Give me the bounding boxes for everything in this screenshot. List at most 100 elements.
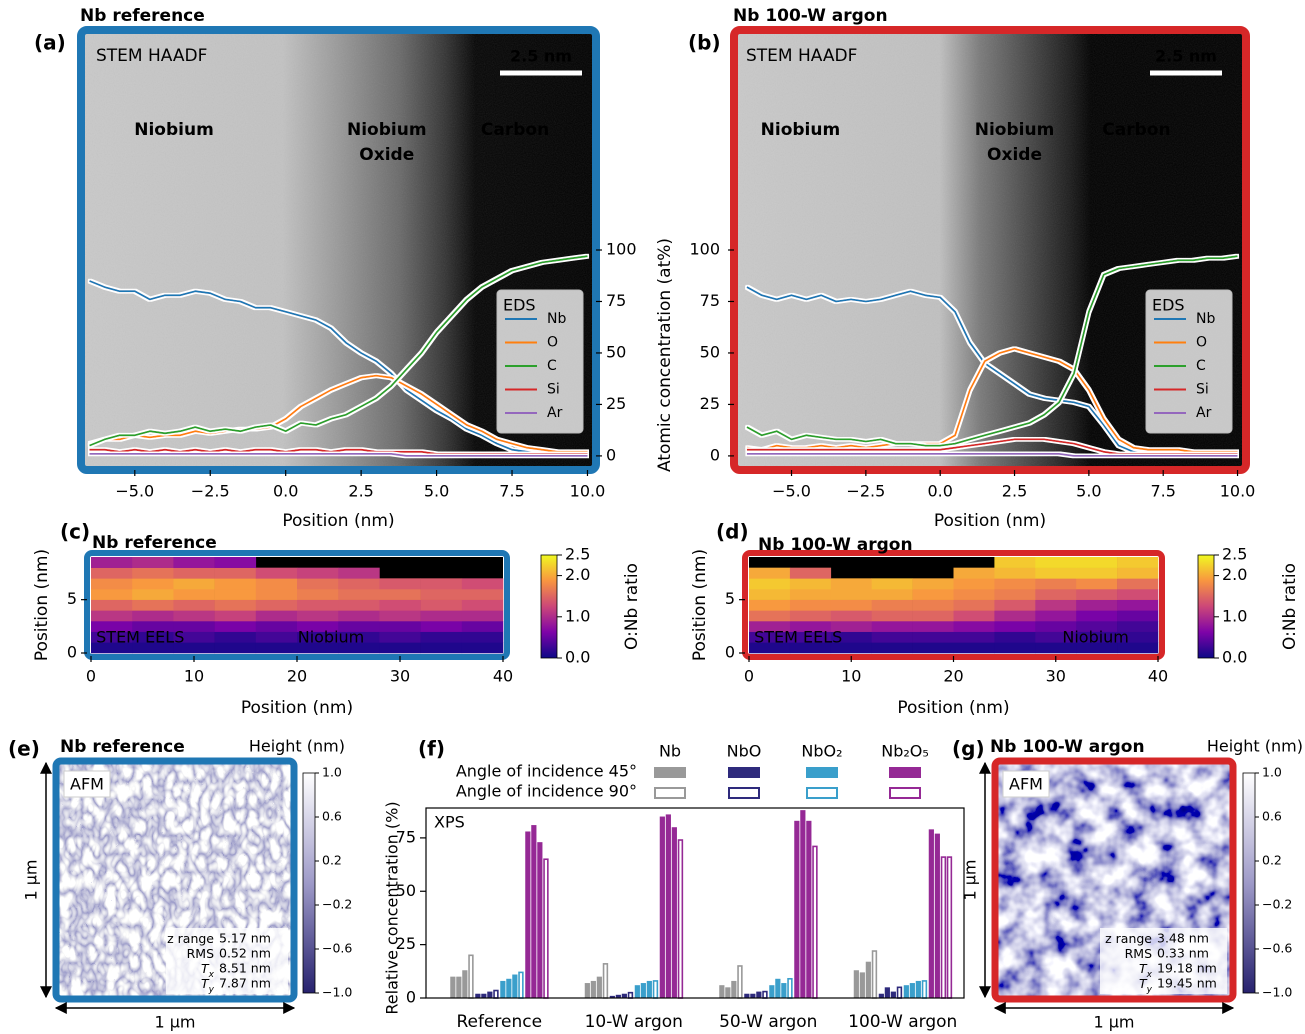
image-label: STEM HAADF (96, 46, 207, 66)
panel-label: (c) (60, 520, 90, 544)
x-axis-label: Position (nm) (934, 511, 1046, 531)
heatmap-cell (1035, 610, 1077, 622)
heatmap-cell (1035, 642, 1077, 654)
x-tick-label: 0 (86, 667, 96, 686)
heatmap-cell (214, 578, 257, 590)
x-tick-label: −2.5 (191, 482, 230, 501)
legend-box (496, 289, 584, 434)
afm-label: AFM (70, 775, 104, 794)
y-tick-label: 25 (396, 934, 416, 953)
map-label: Niobium (1062, 628, 1129, 647)
heatmap-cell (1035, 599, 1077, 611)
heatmap-cell (871, 642, 913, 654)
heatmap-cell (255, 578, 298, 590)
colorbar-label: O:Nb ratio (622, 563, 642, 650)
scale-bar-label: 2.5 nm (510, 47, 572, 66)
panel-label: (f) (418, 737, 445, 761)
heatmap-cell (789, 621, 832, 632)
bar-45 (859, 972, 865, 998)
colorbar-tick-label: −0.6 (322, 941, 352, 956)
heatmap-cell (461, 631, 504, 643)
legend-label: NbO (727, 742, 762, 761)
heatmap-cell (749, 642, 791, 654)
legend-swatch (806, 767, 838, 778)
legend-label: Ar (547, 405, 563, 421)
region-label: Niobium (761, 120, 841, 140)
heatmap-cell (830, 578, 872, 590)
heatmap-cell (214, 631, 257, 643)
bar-45 (878, 993, 884, 998)
heatmap-cell (173, 642, 215, 654)
x-tick-label: 10.0 (570, 482, 606, 501)
legend-swatch (806, 787, 838, 799)
heatmap-cell (91, 631, 133, 643)
legend-title: EDS (1152, 296, 1185, 315)
colorbar-tick-label: 1.0 (1262, 765, 1282, 780)
colorbar-tick-label: 2.0 (565, 565, 590, 584)
bar-45 (775, 978, 781, 998)
heatmap-cell (789, 599, 832, 611)
heatmap-cell (1076, 631, 1118, 643)
data-line (89, 453, 588, 457)
stat-value: 5.17 nm (219, 931, 271, 946)
heatmap-cell (173, 557, 215, 568)
scale-label: 1 µm (1093, 1013, 1134, 1032)
x-tick-label: 30 (1046, 667, 1066, 686)
scale-label: 1 µm (154, 1013, 195, 1032)
bar-90 (946, 856, 953, 999)
heatmap-cell (749, 610, 791, 622)
heatmap-cell (1117, 557, 1159, 568)
colorbar-tick-label: −0.2 (1262, 897, 1292, 912)
bar-90 (896, 986, 903, 999)
bar-90 (652, 980, 659, 999)
chart-annotation: XPS (434, 813, 465, 832)
y-tick-label: 25 (606, 394, 626, 413)
heatmap-cell (420, 642, 463, 654)
heatmap-cell (214, 567, 257, 579)
heatmap-cell (749, 599, 791, 611)
bar-45 (659, 816, 665, 998)
legend-label: O (1196, 335, 1207, 351)
data-line (89, 448, 588, 455)
x-tick-label: 5.0 (424, 482, 449, 501)
bar-45 (865, 961, 871, 998)
bar-45 (621, 993, 627, 998)
heatmap-cell (379, 642, 421, 654)
y-tick-label: 0 (710, 445, 720, 464)
bar-45 (928, 829, 934, 998)
panel-frame (991, 757, 1237, 1003)
heatmap-cell (338, 631, 380, 643)
heatmap-cell (1117, 578, 1159, 590)
bar-45 (512, 974, 518, 998)
heatmap-cell (91, 642, 133, 654)
x-tick-label: 20 (287, 667, 307, 686)
bar-45 (884, 987, 890, 998)
legend-label: Si (547, 382, 560, 398)
x-tick-label: 5.0 (1076, 482, 1101, 501)
bar-45 (794, 820, 800, 998)
panel-heading: Nb reference (60, 737, 185, 757)
heatmap-cell (297, 610, 339, 622)
heatmap-cell (871, 589, 913, 600)
x-tick-label: 40 (493, 667, 513, 686)
bar-90 (493, 989, 499, 999)
heatmap-cell (132, 589, 174, 600)
x-axis-label: Position (nm) (241, 698, 353, 718)
region-label-line: Niobium (975, 120, 1055, 140)
heatmap-cell (379, 589, 421, 600)
bar-45 (781, 983, 787, 998)
y-tick-label: 50 (606, 342, 626, 361)
heatmap-cell (994, 578, 1036, 590)
panel-label: (g) (952, 737, 985, 761)
stat-label-main: T (201, 961, 210, 976)
x-tick-label: 50-W argon (719, 1012, 817, 1032)
heatmap-cell (953, 589, 995, 600)
heatmap-cell (789, 578, 832, 590)
heatmap-cell (871, 610, 913, 622)
heatmap-cell (214, 589, 257, 600)
bar-45 (853, 970, 859, 998)
x-axis-label: Position (nm) (282, 511, 394, 531)
heatmap-cell (132, 631, 174, 643)
bar-45 (531, 825, 537, 998)
